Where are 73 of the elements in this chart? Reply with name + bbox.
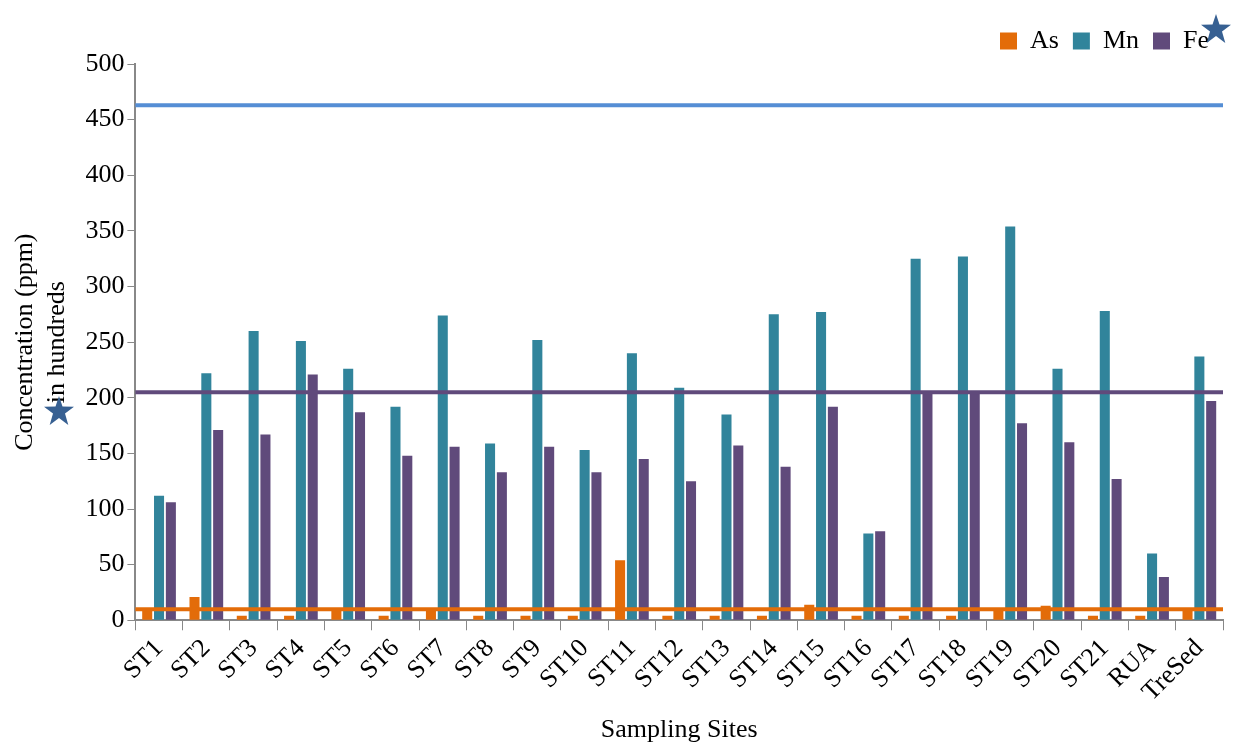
y-tick-label: 400 (85, 159, 125, 189)
legend-label: As (1029, 24, 1059, 54)
y-axis-title: Concentration (ppm) in hundreds (9, 233, 70, 451)
bar (875, 531, 886, 620)
bar (579, 450, 590, 620)
bar (165, 502, 176, 620)
y-tick-label: 450 (85, 103, 125, 133)
y-tick-label: 250 (85, 325, 125, 355)
bar (295, 341, 306, 620)
bar (1005, 226, 1016, 620)
bar (662, 615, 673, 620)
bar (756, 615, 767, 620)
bar (378, 615, 389, 620)
bar (567, 615, 578, 620)
bar (532, 339, 543, 620)
legend-label: Mn (1102, 24, 1140, 54)
bar (733, 445, 744, 620)
y-tick-label: 200 (85, 381, 125, 411)
bar (496, 472, 507, 620)
bar (201, 373, 212, 620)
bar (674, 387, 685, 620)
y-tick-label: 500 (85, 47, 125, 77)
bar (485, 443, 496, 620)
bar (154, 495, 165, 620)
bar (1206, 401, 1217, 620)
y-tick-label: 0 (111, 604, 125, 634)
bar (626, 353, 637, 620)
legend-label: Fe (1183, 24, 1209, 54)
bar (390, 406, 401, 620)
bar (402, 455, 413, 620)
bar (437, 315, 448, 620)
bar (898, 615, 909, 620)
y-tick-label: 350 (85, 214, 125, 244)
bar (638, 458, 649, 620)
bar (721, 414, 732, 620)
bar (816, 312, 827, 620)
bar (946, 615, 957, 620)
bar (1052, 368, 1063, 620)
bar (1158, 576, 1169, 620)
bar (1099, 311, 1110, 620)
bar (780, 466, 791, 620)
bar (1017, 423, 1028, 620)
bar (284, 615, 295, 620)
bar (1087, 615, 1098, 620)
bar (1194, 356, 1205, 620)
bar (709, 615, 720, 620)
bar (449, 446, 460, 620)
bar (1064, 442, 1075, 620)
bar (768, 314, 779, 620)
bar (910, 258, 921, 620)
bar (686, 481, 697, 620)
y-tick-label: 300 (85, 270, 125, 300)
bar (260, 434, 271, 620)
bar (1111, 479, 1122, 620)
bar (827, 406, 838, 620)
bar (248, 331, 259, 620)
bar (343, 368, 354, 620)
bar (591, 472, 602, 620)
bar (354, 412, 366, 620)
x-axis-title: Sampling Sites (600, 714, 758, 744)
bar (520, 615, 531, 620)
bar (957, 256, 968, 620)
bar (863, 533, 874, 620)
y-tick-label: 150 (85, 437, 125, 467)
y-tick-label: 50 (98, 548, 125, 578)
bar (213, 430, 224, 620)
bar (544, 446, 555, 620)
bar (851, 615, 862, 620)
y-tick-label: 100 (85, 492, 125, 522)
bar (473, 615, 484, 620)
bar (1135, 615, 1146, 620)
bar (1147, 553, 1158, 620)
bar (236, 615, 247, 620)
